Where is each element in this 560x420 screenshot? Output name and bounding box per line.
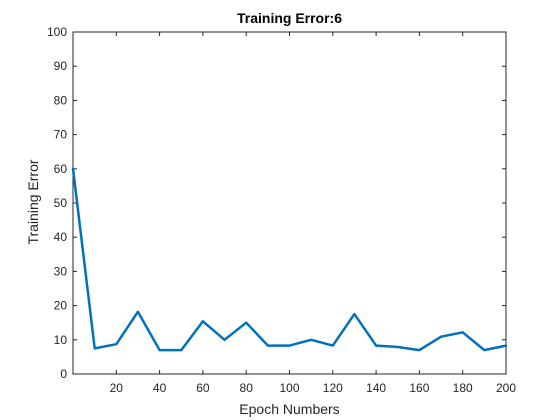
x-tick-label: 120 (323, 381, 343, 395)
y-tick-label: 20 (54, 299, 68, 313)
training-error-line (71, 167, 508, 352)
x-tick-label: 200 (496, 381, 516, 395)
y-tick-label: 70 (54, 128, 68, 142)
plot-box (72, 31, 507, 375)
y-tick-label: 80 (54, 93, 68, 107)
x-tick-label: 140 (366, 381, 386, 395)
y-tick-label: 60 (54, 162, 68, 176)
x-tick-label: 80 (240, 381, 254, 395)
x-tick-label: 180 (453, 381, 473, 395)
y-tick-label: 50 (54, 196, 68, 210)
x-axis-label: Epoch Numbers (239, 401, 339, 417)
y-tick-label: 10 (54, 333, 68, 347)
y-tick-label: 0 (60, 367, 67, 381)
x-tick-label: 20 (110, 381, 124, 395)
x-tick-label: 60 (196, 381, 210, 395)
x-axis-ticks: 20 40 60 80 100 120 140 160 180 200 (110, 32, 516, 395)
y-tick-label: 30 (54, 264, 68, 278)
chart-title: Training Error:6 (237, 10, 342, 26)
series-layer (71, 167, 508, 352)
x-tick-label: 40 (153, 381, 167, 395)
y-tick-label: 40 (54, 230, 68, 244)
x-tick-label: 160 (409, 381, 429, 395)
plot-frame (72, 31, 507, 375)
y-tick-label: 100 (47, 25, 67, 39)
y-tick-label: 90 (54, 59, 68, 73)
x-tick-label: 100 (279, 381, 299, 395)
y-axis-ticks: 0 10 20 30 40 50 60 70 80 90 100 (47, 25, 506, 381)
y-axis-label: Training Error (25, 159, 41, 244)
